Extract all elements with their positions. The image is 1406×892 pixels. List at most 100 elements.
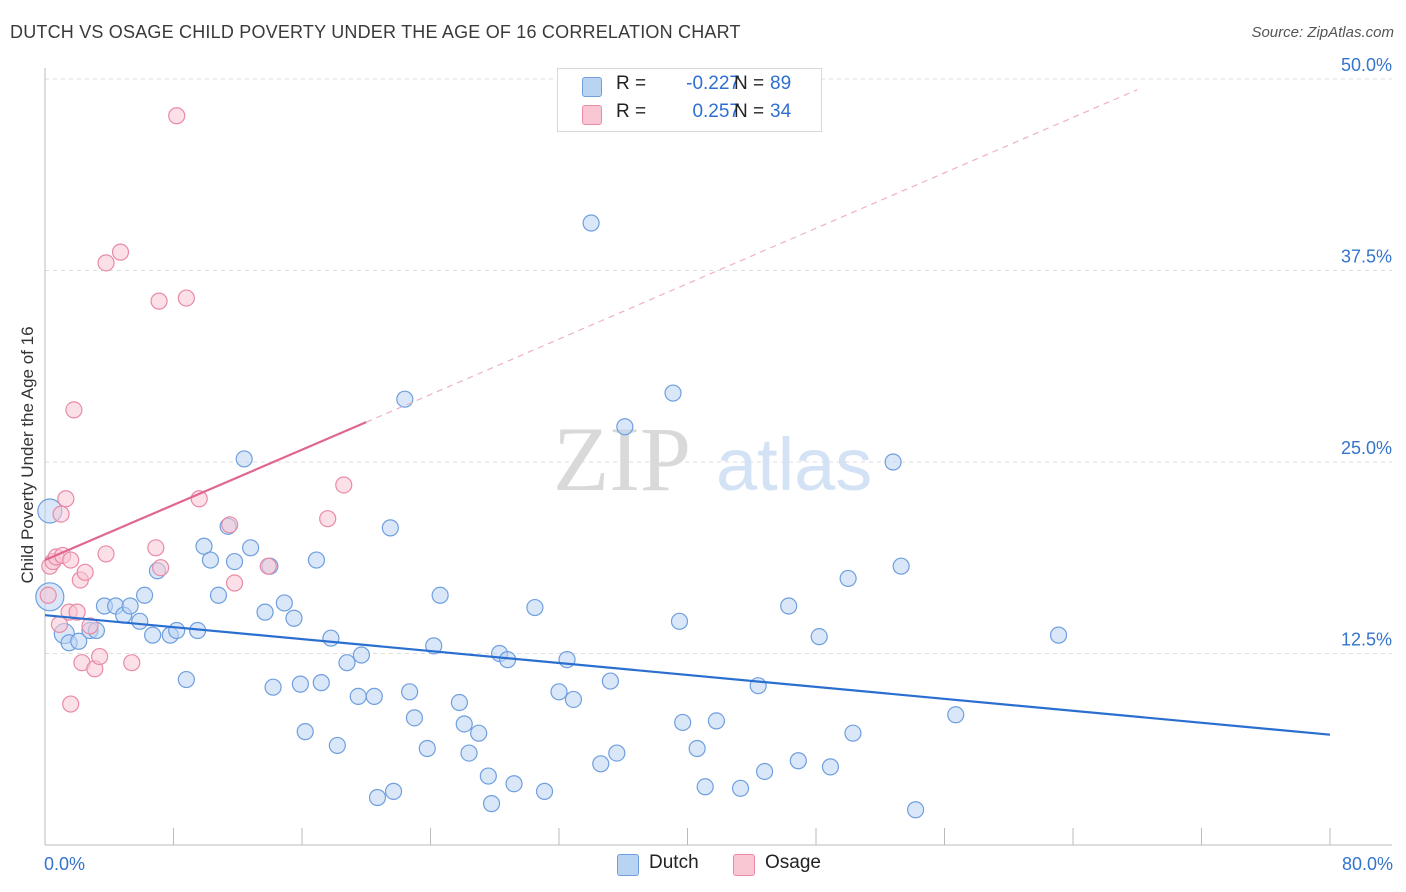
tick-labels: 12.5% 25.0% 37.5% 50.0% 0.0% 80.0% [44, 55, 1393, 874]
dutch-point [144, 626, 162, 644]
osage-point [150, 292, 168, 310]
dutch-point [906, 801, 925, 819]
osage-point [97, 254, 115, 272]
dutch-point [209, 586, 228, 604]
osage-point [225, 574, 244, 592]
legend: R = -0.227 N = 89 R = 0.257 N = 34 [557, 68, 822, 132]
osage-point [177, 289, 195, 307]
dutch-point [401, 683, 419, 701]
dutch-point [844, 724, 862, 742]
legend-r-value: -0.227 [686, 73, 740, 94]
dutch-point [470, 724, 488, 742]
y-axis-label: Child Poverty Under the Age of 16 [18, 326, 37, 583]
dutch-point [242, 539, 260, 557]
osage-point [97, 545, 115, 563]
dutch-point [312, 674, 330, 692]
osage-swatch [733, 854, 755, 876]
dutch-point [168, 621, 186, 640]
dutch-point [664, 384, 682, 402]
dutch-point [535, 782, 554, 800]
dutch-point [505, 775, 523, 793]
osage-point [111, 243, 130, 261]
osage-point [147, 539, 165, 557]
dutch-point [225, 552, 244, 571]
dutch-point [256, 603, 274, 621]
dutch-point [384, 782, 403, 800]
dutch-point [601, 672, 620, 690]
dutch-point [564, 690, 583, 709]
dutch-point [338, 654, 356, 672]
dutch-point [368, 788, 387, 807]
legend-n-label: N = [734, 73, 770, 94]
dutch-swatch [582, 77, 602, 97]
dutch-point [674, 713, 692, 732]
watermark-atlas: atlas [716, 423, 872, 506]
dutch-point [550, 683, 568, 701]
osage-point [81, 617, 99, 635]
dutch-point [396, 390, 414, 408]
dutch-point [70, 632, 88, 650]
dutch-point [526, 598, 544, 617]
dutch-point [450, 693, 469, 712]
osage-trend-extension [366, 89, 1138, 423]
dutch-point [821, 758, 840, 776]
dutch-point [121, 597, 139, 615]
dutch-point [296, 723, 314, 741]
legend-n-label: N = [734, 101, 770, 122]
legend-n-value: 89 [770, 73, 792, 94]
legend-r-label: R = [616, 101, 652, 122]
osage-point [62, 551, 80, 569]
osage-trend-line [44, 421, 367, 562]
dutch-point [810, 628, 828, 646]
watermark: ZIP atlas [553, 408, 872, 510]
trend-lines [44, 89, 1331, 736]
dutch-point [135, 586, 154, 604]
dutch-point [688, 739, 706, 758]
dutch-point [839, 569, 857, 588]
dutch-point [479, 767, 497, 785]
dutch-point [425, 637, 443, 655]
dutch-point [947, 706, 965, 724]
dutch-point [418, 739, 436, 758]
osage-point [123, 654, 141, 672]
dutch-point [177, 670, 195, 689]
dutch-point [405, 709, 424, 727]
dutch-point [285, 609, 303, 627]
legend-n-value: 34 [770, 101, 792, 122]
dutch-point [892, 557, 910, 575]
y-tick-label: 12.5% [1341, 630, 1392, 650]
dutch-point [1049, 626, 1068, 644]
osage-point [52, 505, 70, 523]
osage-point [39, 586, 57, 604]
osage-point [168, 107, 186, 125]
dutch-point [291, 675, 309, 693]
legend-row-osage: R = 0.257 N = 34 [582, 101, 791, 127]
dutch-point [431, 586, 449, 604]
osage-point [335, 476, 353, 494]
dutch-point [884, 453, 902, 471]
y-tick-label: 25.0% [1341, 438, 1392, 458]
dutch-point [307, 551, 326, 569]
dutch-point [460, 744, 478, 762]
osage-swatch [582, 105, 602, 125]
axes [44, 68, 1392, 846]
osage-point [65, 401, 83, 419]
x-tick-label: 0.0% [44, 854, 85, 874]
osage-point [76, 563, 94, 581]
dutch-point [381, 519, 399, 537]
osage-point [319, 510, 337, 528]
x-tick-label: 80.0% [1342, 854, 1393, 874]
osage-point [259, 557, 277, 575]
dutch-point [670, 612, 689, 630]
dutch-point [195, 537, 213, 555]
osage-points [39, 107, 353, 713]
dutch-point [455, 715, 473, 733]
osage-point [91, 647, 109, 666]
source-label: Source: ZipAtlas.com [1251, 24, 1394, 41]
dutch-point [264, 678, 282, 696]
dutch-swatch [617, 854, 639, 876]
dutch-point [352, 646, 371, 664]
bottom-legend-label: Dutch [649, 852, 699, 873]
y-tick-label: 50.0% [1341, 55, 1392, 75]
